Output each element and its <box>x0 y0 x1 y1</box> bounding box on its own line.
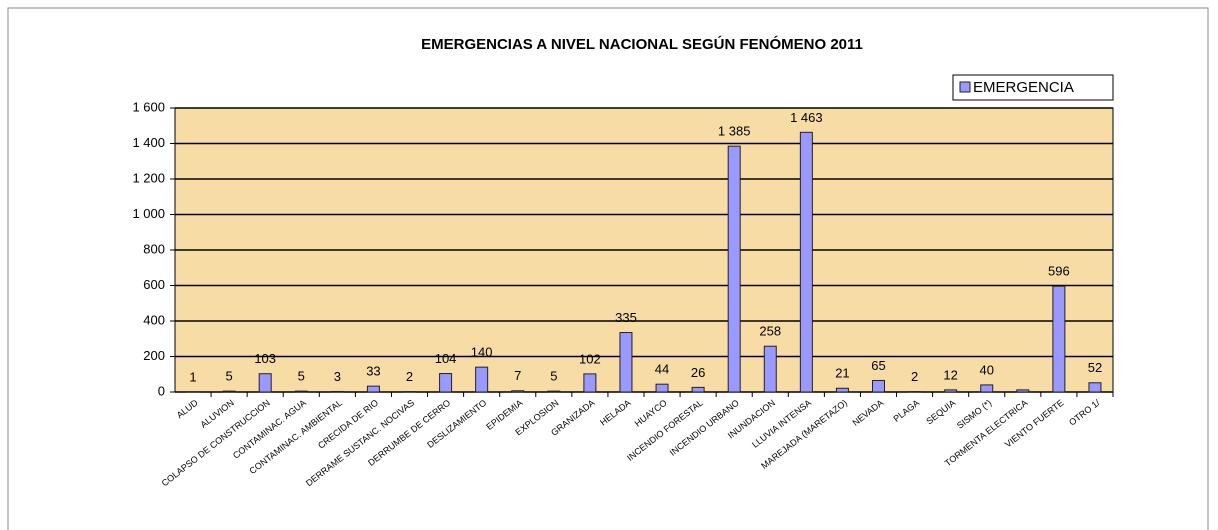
y-tick-label: 200 <box>143 348 165 363</box>
bar <box>835 387 849 393</box>
data-label: 335 <box>615 310 637 325</box>
bar <box>547 390 561 393</box>
data-label: 5 <box>225 369 232 384</box>
bar <box>1088 382 1102 393</box>
y-tick-label: 1 600 <box>132 99 165 114</box>
chart-title: EMERGENCIAS A NIVEL NACIONAL SEGÚN FENÓM… <box>421 35 863 53</box>
bar <box>980 384 994 393</box>
data-label: 33 <box>366 364 380 379</box>
data-label: 12 <box>943 367 957 382</box>
data-label: 3 <box>334 369 341 384</box>
data-label: 5 <box>550 369 557 384</box>
bar <box>511 390 525 393</box>
bar <box>763 345 777 393</box>
data-label: 21 <box>835 366 849 381</box>
legend-label: EMERGENCIA <box>973 79 1074 96</box>
data-label: 2 <box>911 369 918 384</box>
bar <box>222 390 236 393</box>
data-label: 102 <box>579 351 601 366</box>
data-label: 104 <box>435 351 457 366</box>
bar <box>655 383 669 393</box>
data-label: 52 <box>1088 360 1102 375</box>
data-label: 1 <box>189 369 196 384</box>
data-label: 26 <box>691 365 705 380</box>
data-label: 40 <box>979 362 993 377</box>
bar <box>727 145 741 393</box>
legend-swatch <box>959 81 971 93</box>
bar <box>294 390 308 393</box>
bar <box>872 379 885 393</box>
bar <box>691 386 705 393</box>
data-label: 258 <box>759 324 781 339</box>
y-tick-label: 1 200 <box>132 170 165 185</box>
data-label: 140 <box>471 345 493 360</box>
y-tick-label: 400 <box>143 312 165 327</box>
bar <box>619 332 633 393</box>
bar <box>439 373 453 393</box>
bar <box>475 366 489 393</box>
bar <box>258 373 272 393</box>
data-label: 5 <box>298 369 305 384</box>
y-tick-label: 1 400 <box>132 135 165 150</box>
bar <box>944 389 958 393</box>
bar <box>799 131 813 393</box>
data-label: 596 <box>1048 264 1070 279</box>
y-tick-label: 0 <box>158 383 165 398</box>
data-label: 44 <box>655 362 669 377</box>
y-tick-label: 1 000 <box>132 206 165 221</box>
data-label: 1 385 <box>718 124 751 139</box>
y-tick-label: 600 <box>143 277 165 292</box>
data-label: 65 <box>871 358 885 373</box>
legend-box <box>952 74 1114 101</box>
bar <box>330 390 344 393</box>
data-label: 7 <box>514 368 521 383</box>
y-tick-label: 800 <box>143 241 165 256</box>
data-label: 103 <box>254 351 276 366</box>
data-label: 1 463 <box>790 110 823 125</box>
bar <box>583 373 597 393</box>
bar <box>1052 285 1066 393</box>
bar <box>366 385 380 393</box>
data-label: 2 <box>406 369 413 384</box>
bar <box>1016 389 1030 393</box>
